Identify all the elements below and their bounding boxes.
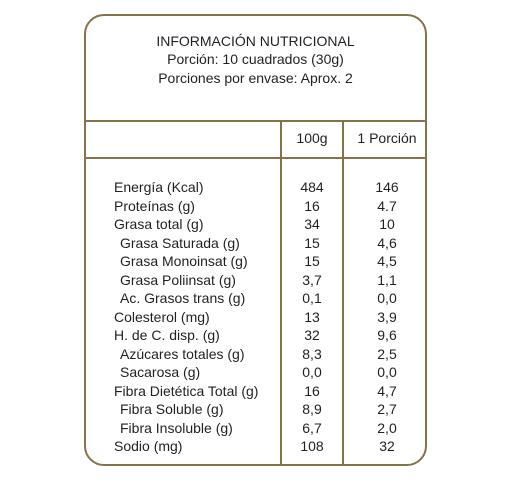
value-100g: 16 bbox=[304, 382, 320, 399]
value-portion: 1,1 bbox=[377, 271, 397, 288]
nutrient-row-fibra-total: Fibra Dietética Total (g) 16 4,7 bbox=[86, 382, 425, 401]
nutrient-label: Energía (Kcal) bbox=[114, 179, 204, 195]
nutrient-label: Colesterol (mg) bbox=[114, 308, 210, 325]
value-portion: 3,9 bbox=[377, 308, 397, 325]
column-header-portion: 1 Porción bbox=[357, 130, 417, 146]
nutrient-row-sodio: Sodio (mg) 108 32 bbox=[86, 437, 425, 456]
nutrient-label: Azúcares totales (g) bbox=[120, 345, 245, 362]
value-100g: 108 bbox=[300, 438, 324, 454]
value-portion: 2,0 bbox=[377, 419, 397, 436]
nutrient-row-sacarosa: Sacarosa (g) 0,0 0,0 bbox=[86, 363, 425, 382]
nutrient-rows: Energía (Kcal) 484 146 Proteínas (g) 16 … bbox=[86, 178, 425, 456]
value-100g: 34 bbox=[304, 216, 320, 232]
value-100g: 13 bbox=[304, 308, 320, 325]
nutrient-row-grasa-saturada: Grasa Saturada (g) 15 4,6 bbox=[86, 234, 425, 253]
value-100g: 8,9 bbox=[302, 401, 322, 417]
value-portion: 32 bbox=[379, 438, 395, 454]
panel-title: INFORMACIÓN NUTRICIONAL bbox=[156, 33, 355, 49]
value-portion: 0,0 bbox=[377, 290, 397, 306]
nutrition-facts-panel: INFORMACIÓN NUTRICIONAL Porción: 10 cuad… bbox=[84, 14, 427, 466]
nutrient-row-grasa-poliinsat: Grasa Poliinsat (g) 3,7 1,1 bbox=[86, 271, 425, 290]
value-portion: 4,5 bbox=[377, 253, 397, 269]
value-100g: 6,7 bbox=[302, 419, 322, 436]
nutrient-label: Grasa total (g) bbox=[114, 216, 204, 232]
value-portion: 4,6 bbox=[377, 234, 397, 251]
nutrient-row-energia: Energía (Kcal) 484 146 bbox=[86, 178, 425, 197]
nutrient-row-hidratos: H. de C. disp. (g) 32 9,6 bbox=[86, 326, 425, 345]
column-divider-1 bbox=[280, 120, 282, 464]
value-100g: 3,7 bbox=[302, 271, 322, 288]
nutrient-row-fibra-soluble: Fibra Soluble (g) 8,9 2,7 bbox=[86, 400, 425, 419]
nutrient-row-grasa-monoinsat: Grasa Monoinsat (g) 15 4,5 bbox=[86, 252, 425, 271]
column-header-divider bbox=[86, 157, 425, 159]
nutrient-row-azucares-totales: Azúcares totales (g) 8,3 2,5 bbox=[86, 345, 425, 364]
nutrient-label: Ac. Grasos trans (g) bbox=[120, 290, 246, 306]
nutrient-label: Grasa Saturada (g) bbox=[120, 234, 240, 251]
value-portion: 4,7 bbox=[377, 382, 397, 399]
nutrient-row-colesterol: Colesterol (mg) 13 3,9 bbox=[86, 308, 425, 327]
value-100g: 15 bbox=[304, 253, 320, 269]
nutrient-label: Proteínas (g) bbox=[114, 197, 195, 214]
value-100g: 0,0 bbox=[302, 364, 322, 380]
value-portion: 0,0 bbox=[377, 364, 397, 380]
nutrient-row-grasa-total: Grasa total (g) 34 10 bbox=[86, 215, 425, 234]
value-100g: 8,3 bbox=[302, 345, 322, 362]
value-portion: 10 bbox=[379, 216, 395, 232]
nutrient-row-ac-grasos-trans: Ac. Grasos trans (g) 0,1 0,0 bbox=[86, 289, 425, 308]
nutrient-row-proteinas: Proteínas (g) 16 4.7 bbox=[86, 197, 425, 216]
nutrient-label: Fibra Soluble (g) bbox=[120, 401, 224, 417]
servings-per-container-text: Porciones por envase: Aprox. 2 bbox=[158, 70, 353, 86]
header-divider bbox=[86, 120, 425, 122]
portion-size-text: Porción: 10 cuadrados (30g) bbox=[167, 51, 344, 67]
column-header-100g: 100g bbox=[296, 130, 328, 146]
nutrient-label: Sacarosa (g) bbox=[120, 364, 201, 380]
value-portion: 2,7 bbox=[377, 401, 397, 417]
value-portion: 146 bbox=[375, 179, 399, 195]
nutrient-row-fibra-insoluble: Fibra Insoluble (g) 6,7 2,0 bbox=[86, 419, 425, 438]
nutrient-label: Grasa Poliinsat (g) bbox=[120, 271, 236, 288]
value-100g: 15 bbox=[304, 234, 320, 251]
nutrient-label: H. de C. disp. (g) bbox=[114, 327, 220, 343]
value-portion: 4.7 bbox=[377, 197, 397, 214]
value-100g: 484 bbox=[300, 179, 324, 195]
nutrient-label: Fibra Dietética Total (g) bbox=[114, 382, 259, 399]
nutrient-label: Fibra Insoluble (g) bbox=[120, 419, 233, 436]
value-portion: 9,6 bbox=[377, 327, 397, 343]
nutrient-label: Sodio (mg) bbox=[114, 438, 183, 454]
value-portion: 2,5 bbox=[377, 345, 397, 362]
value-100g: 16 bbox=[304, 197, 320, 214]
nutrient-label: Grasa Monoinsat (g) bbox=[120, 253, 248, 269]
value-100g: 32 bbox=[304, 327, 320, 343]
value-100g: 0,1 bbox=[302, 290, 322, 306]
column-divider-2 bbox=[342, 120, 344, 464]
